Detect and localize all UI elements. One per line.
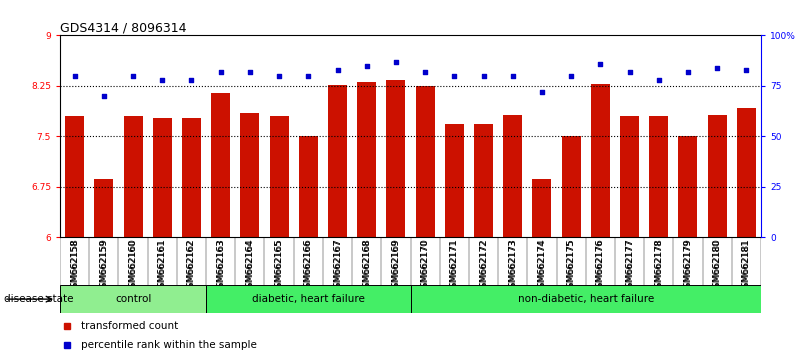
Point xyxy=(682,69,694,75)
Text: GSM662169: GSM662169 xyxy=(392,240,400,295)
Point xyxy=(98,93,111,99)
Bar xyxy=(386,80,405,237)
Text: GSM662162: GSM662162 xyxy=(187,240,196,294)
Point xyxy=(594,61,606,67)
Point xyxy=(68,73,81,79)
Point xyxy=(536,89,549,95)
Bar xyxy=(562,136,581,237)
Bar xyxy=(503,115,522,237)
Text: GSM662181: GSM662181 xyxy=(742,240,751,295)
Text: disease state: disease state xyxy=(4,294,74,304)
Text: GSM662161: GSM662161 xyxy=(158,240,167,295)
Bar xyxy=(182,118,201,237)
Bar xyxy=(240,113,260,237)
Text: GSM662170: GSM662170 xyxy=(421,240,429,295)
Text: GSM662175: GSM662175 xyxy=(566,240,576,295)
Text: GSM662171: GSM662171 xyxy=(450,240,459,295)
Bar xyxy=(410,285,761,313)
Bar xyxy=(533,179,551,237)
Point xyxy=(623,69,636,75)
Bar xyxy=(707,115,727,237)
Point xyxy=(710,65,723,70)
Text: GSM662168: GSM662168 xyxy=(362,240,371,295)
Bar xyxy=(357,82,376,237)
Text: GSM662167: GSM662167 xyxy=(333,240,342,295)
Point xyxy=(272,73,285,79)
Point xyxy=(185,77,198,82)
Point xyxy=(360,63,373,69)
Text: non-diabetic, heart failure: non-diabetic, heart failure xyxy=(517,294,654,304)
Bar xyxy=(299,136,318,237)
Text: GSM662166: GSM662166 xyxy=(304,240,313,295)
Point xyxy=(419,69,432,75)
Text: percentile rank within the sample: percentile rank within the sample xyxy=(81,341,257,350)
Point xyxy=(331,67,344,73)
Point xyxy=(127,73,139,79)
Text: GSM662164: GSM662164 xyxy=(245,240,255,294)
Bar xyxy=(153,118,171,237)
Text: GSM662180: GSM662180 xyxy=(713,240,722,295)
Bar xyxy=(650,116,668,237)
Text: GSM662160: GSM662160 xyxy=(129,240,138,295)
Bar xyxy=(123,116,143,237)
Text: GSM662165: GSM662165 xyxy=(275,240,284,295)
Point xyxy=(448,73,461,79)
Text: GSM662158: GSM662158 xyxy=(70,240,79,295)
Text: GSM662159: GSM662159 xyxy=(99,240,108,295)
Text: GSM662163: GSM662163 xyxy=(216,240,225,295)
Bar xyxy=(474,124,493,237)
Text: transformed count: transformed count xyxy=(81,321,179,331)
Point xyxy=(215,69,227,75)
Text: GSM662172: GSM662172 xyxy=(479,240,488,294)
Point xyxy=(740,67,753,73)
Text: GSM662174: GSM662174 xyxy=(537,240,546,294)
Text: GSM662178: GSM662178 xyxy=(654,240,663,295)
Bar xyxy=(737,108,756,237)
Point xyxy=(389,59,402,64)
Bar xyxy=(270,116,288,237)
Text: GDS4314 / 8096314: GDS4314 / 8096314 xyxy=(60,21,187,34)
Bar xyxy=(678,136,698,237)
Bar xyxy=(328,85,347,237)
Text: control: control xyxy=(115,294,151,304)
Text: GSM662176: GSM662176 xyxy=(596,240,605,295)
Text: GSM662173: GSM662173 xyxy=(508,240,517,295)
Point xyxy=(652,77,665,82)
Bar xyxy=(60,285,206,313)
Point xyxy=(477,73,490,79)
Text: diabetic, heart failure: diabetic, heart failure xyxy=(252,294,364,304)
Bar xyxy=(211,93,230,237)
Bar xyxy=(65,116,84,237)
Text: GSM662177: GSM662177 xyxy=(625,240,634,295)
Point xyxy=(565,73,578,79)
Point xyxy=(244,69,256,75)
Text: GSM662179: GSM662179 xyxy=(683,240,692,295)
Bar xyxy=(445,124,464,237)
Bar xyxy=(206,285,410,313)
Point xyxy=(302,73,315,79)
Bar xyxy=(95,179,114,237)
Point xyxy=(506,73,519,79)
Bar xyxy=(416,86,435,237)
Bar xyxy=(620,116,639,237)
Point xyxy=(156,77,169,82)
Bar xyxy=(591,84,610,237)
